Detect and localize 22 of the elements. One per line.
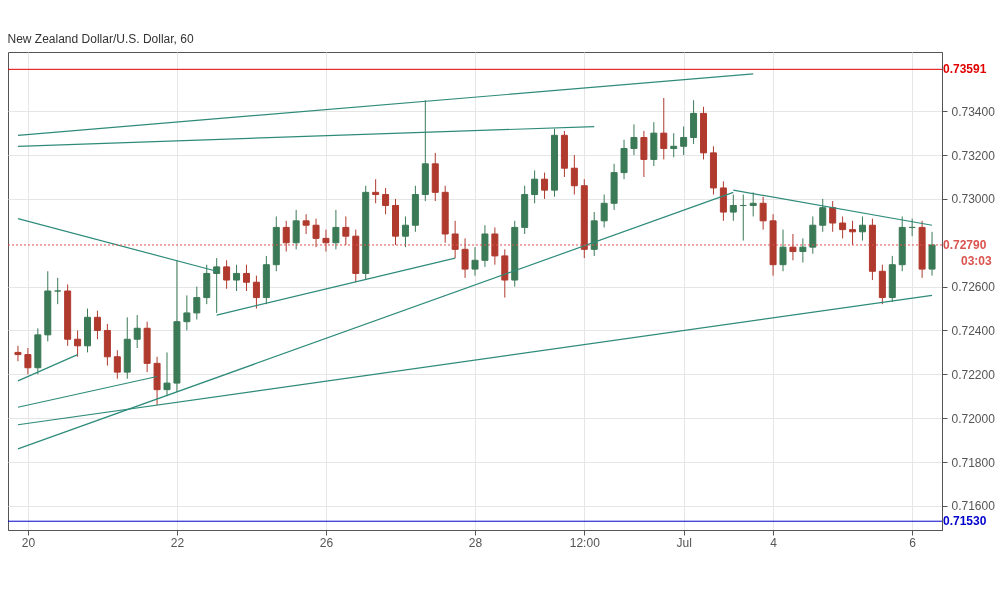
y-tick-label: 0.72200	[951, 367, 996, 382]
x-tick-label: 20	[21, 535, 36, 550]
x-tick-label: 26	[319, 535, 334, 550]
y-tick-label: 0.72600	[951, 280, 996, 295]
y-tick-label: 0.72000	[951, 411, 996, 426]
x-tick-label: 22	[170, 535, 185, 550]
y-tick-label: 0.72400	[951, 323, 996, 338]
y-tick-label: 0.73400	[951, 104, 996, 119]
ref-line-label: 0.73591	[943, 62, 987, 77]
ref-line-label: 0.72790	[943, 237, 987, 252]
chart-title: New Zealand Dollar/U.S. Dollar, 60	[7, 32, 194, 46]
x-tick-label: 28	[468, 535, 483, 550]
text: 03:03	[961, 253, 993, 268]
y-tick-label: 0.71600	[951, 499, 996, 514]
ref-line-label: 0.71530	[943, 514, 987, 529]
y-tick-label: 0.73200	[951, 148, 996, 163]
x-tick-label: 4	[770, 535, 778, 550]
x-tick-label: 6	[909, 535, 917, 550]
x-tick-label: 12:00	[569, 535, 601, 550]
y-tick-label: 0.73000	[951, 192, 996, 207]
y-tick-label: 0.71800	[951, 455, 996, 470]
x-tick-label: Jul	[676, 535, 692, 550]
